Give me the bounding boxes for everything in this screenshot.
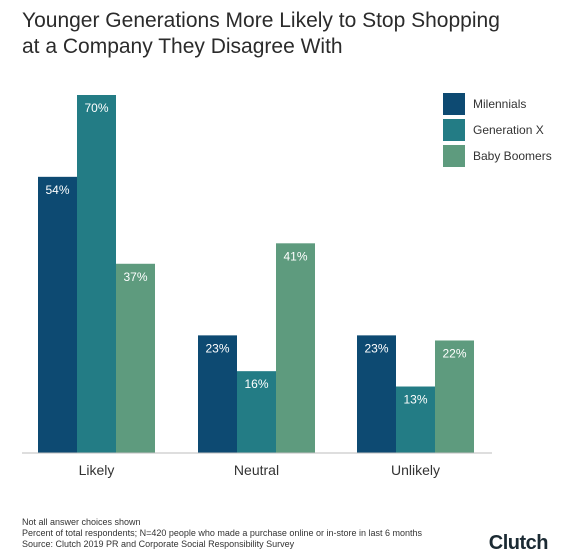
- chart-title-line-1: Younger Generations More Likely to Stop …: [22, 9, 500, 32]
- legend-label: Baby Boomers: [473, 149, 552, 163]
- bar-neutral-generation-x: [237, 371, 276, 453]
- legend: Milennials Generation X Baby Boomers: [443, 91, 552, 169]
- brand-name: Clutch: [488, 532, 549, 554]
- data-label-likely-milennials: 54%: [45, 183, 69, 197]
- legend-label: Generation X: [473, 123, 544, 137]
- data-label-unlikely-baby-boomers: 22%: [442, 346, 466, 360]
- data-label-neutral-generation-x: 16%: [244, 377, 268, 391]
- x-tick-label-unlikely: Unlikely: [391, 462, 440, 478]
- bar-neutral-milennials: [198, 335, 237, 453]
- footnote-3: Source: Clutch 2019 PR and Corporate Soc…: [22, 539, 295, 549]
- data-label-neutral-baby-boomers: 41%: [283, 249, 307, 263]
- bar-likely-generation-x: [77, 95, 116, 453]
- chart-title: Younger Generations More Likely to Stop …: [22, 8, 542, 60]
- data-label-neutral-milennials: 23%: [205, 341, 229, 355]
- legend-item-generation-x: Generation X: [443, 117, 552, 143]
- x-tick-label-likely: Likely: [79, 462, 115, 478]
- footnote-2: Percent of total respondents; N=420 peop…: [22, 528, 422, 538]
- legend-swatch: [443, 93, 465, 115]
- legend-item-milennials: Milennials: [443, 91, 552, 117]
- bar-unlikely-milennials: [357, 335, 396, 453]
- clutch-logo: Clutch: [488, 532, 549, 555]
- bar-unlikely-generation-x: [396, 386, 435, 453]
- bar-chart: 54% 70% 37% 23% 16% 41% 23% 13% 22% Likely Neutra…: [22, 95, 492, 478]
- footnotes: Not all answer choices shown Percent of …: [22, 517, 422, 550]
- data-label-unlikely-generation-x: 13%: [403, 393, 427, 407]
- bar-likely-baby-boomers: [116, 263, 155, 453]
- legend-label: Milennials: [473, 97, 527, 111]
- bars-group: 54% 70% 37% 23% 16% 41% 23% 13% 22%: [38, 95, 474, 454]
- data-label-likely-generation-x: 70%: [84, 101, 108, 115]
- x-tick-labels: Likely Neutral Unlikely: [79, 462, 440, 478]
- legend-swatch: [443, 145, 465, 167]
- footnote-1: Not all answer choices shown: [22, 517, 141, 527]
- data-label-likely-baby-boomers: 37%: [123, 270, 147, 284]
- x-tick-label-neutral: Neutral: [234, 462, 279, 478]
- data-label-unlikely-milennials: 23%: [364, 341, 388, 355]
- bar-neutral-baby-boomers: [276, 243, 315, 453]
- chart-title-line-2: at a Company They Disagree With: [22, 35, 343, 58]
- bar-likely-milennials: [38, 176, 77, 454]
- legend-swatch: [443, 119, 465, 141]
- legend-item-baby-boomers: Baby Boomers: [443, 143, 552, 169]
- bar-unlikely-baby-boomers: [435, 340, 474, 453]
